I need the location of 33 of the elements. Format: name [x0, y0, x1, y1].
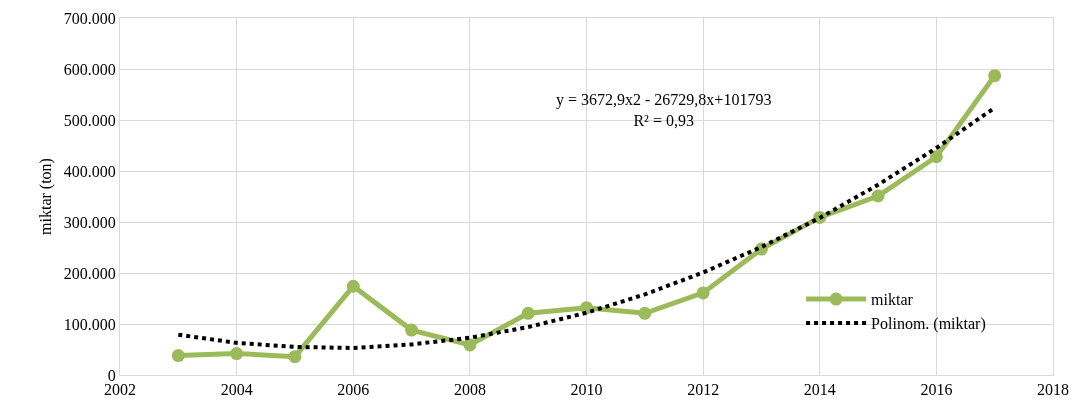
- point: [346, 279, 360, 293]
- point: [871, 189, 885, 203]
- y-tick-label: 700.000: [63, 9, 116, 27]
- point: [405, 323, 419, 337]
- annotation: y = 3672,9x2 - 26729,8x+101793 R² = 0,93: [556, 91, 772, 129]
- y-axis-title: miktar (ton): [36, 158, 55, 235]
- point: [638, 306, 652, 320]
- point: [521, 306, 535, 320]
- y-tick-label: 0: [107, 366, 116, 384]
- legend-label: miktar: [871, 291, 914, 309]
- point: [988, 69, 1002, 83]
- point: [696, 286, 710, 300]
- x-tick-label: 2012: [687, 381, 720, 399]
- x-tick-label: 2010: [570, 381, 603, 399]
- point: [929, 150, 943, 164]
- y-tick-label: 200.000: [63, 264, 116, 282]
- x-tick-label: 2008: [453, 381, 486, 399]
- x-tick-label: 2016: [920, 381, 953, 399]
- x-tick-label: 2018: [1037, 381, 1069, 399]
- y-tick-label: 600.000: [63, 60, 116, 78]
- x-tick-label: 2014: [803, 381, 836, 399]
- point: [463, 338, 477, 352]
- y-tick-label: 300.000: [63, 213, 116, 231]
- y-tick-label: 100.000: [63, 315, 116, 333]
- legend-label: Polinom. (miktar): [871, 315, 986, 334]
- x-tick-label: 2004: [220, 381, 253, 399]
- y-tick-label: 400.000: [63, 162, 116, 180]
- point: [230, 347, 244, 361]
- point: [288, 350, 302, 364]
- x-tick-label: 2002: [104, 381, 136, 399]
- point: [171, 349, 185, 363]
- x-tick-label: 2006: [337, 381, 370, 399]
- y-tick-label: 500.000: [63, 111, 116, 129]
